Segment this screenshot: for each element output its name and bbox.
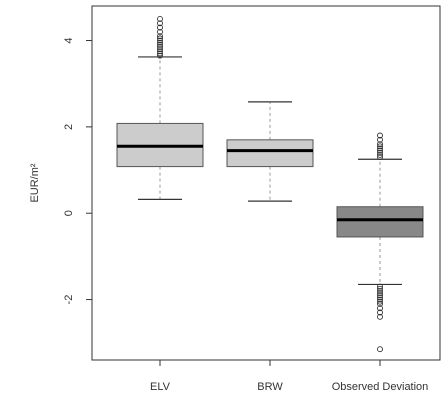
outlier-0-10	[157, 28, 163, 35]
outlier-0-11	[157, 24, 163, 31]
box-0	[116, 16, 204, 201]
outlier-2-14	[377, 294, 383, 301]
box-1	[226, 101, 314, 202]
outlier-2-18	[377, 305, 383, 312]
outlier-2-1	[377, 151, 383, 158]
outlier-0-3	[157, 46, 163, 53]
outlier-0-9	[157, 33, 163, 40]
outlier-2-21	[377, 346, 383, 353]
outlier-0-12	[157, 20, 163, 27]
outlier-2-2	[377, 149, 383, 156]
outlier-0-8	[157, 35, 163, 42]
outlier-0-4	[157, 44, 163, 50]
outlier-0-7	[157, 37, 163, 44]
outlier-0-1	[157, 50, 163, 57]
outlier-2-20	[377, 313, 383, 320]
outlier-2-11	[377, 287, 383, 294]
x-tick-label-2: Observed Deviation	[332, 381, 429, 393]
outlier-0-0	[157, 52, 163, 59]
plot-frame	[91, 5, 441, 361]
outlier-2-13	[377, 292, 383, 299]
y-tick-label-3: 4	[63, 37, 75, 43]
y-tick-label-2: 2	[63, 124, 75, 130]
outlier-0-13	[157, 16, 163, 22]
y-tick-label-1: 0	[63, 210, 75, 216]
outlier-2-3	[377, 147, 383, 154]
boxes	[116, 16, 424, 353]
box-2	[336, 132, 424, 353]
box-rect-2	[336, 206, 424, 238]
x-tick-label-0: ELV	[150, 381, 171, 393]
outlier-2-16	[377, 298, 383, 305]
outlier-0-2	[157, 48, 163, 55]
outlier-2-12	[377, 290, 383, 297]
y-axis-label: EUR/m²	[29, 163, 41, 202]
x-tick-label-1: BRW	[257, 381, 283, 393]
y-tick-label-0: -2	[63, 295, 75, 305]
outlier-0-5	[157, 41, 163, 48]
outlier-2-4	[377, 145, 383, 152]
x-axis: ELV BRW Observed Deviation	[150, 360, 428, 393]
outlier-2-17	[377, 300, 383, 307]
box-rect-1	[226, 139, 314, 168]
outlier-0-6	[157, 39, 163, 46]
outlier-2-10	[377, 285, 383, 292]
outlier-2-5	[377, 143, 383, 150]
outlier-2-6	[377, 141, 383, 148]
outlier-2-9	[377, 283, 383, 290]
outlier-2-7	[377, 136, 383, 143]
outlier-2-8	[377, 132, 383, 139]
outlier-2-15	[377, 296, 383, 303]
y-axis: -2 0 2 4	[63, 37, 92, 304]
outlier-2-0	[377, 154, 383, 161]
outlier-2-19	[377, 309, 383, 316]
